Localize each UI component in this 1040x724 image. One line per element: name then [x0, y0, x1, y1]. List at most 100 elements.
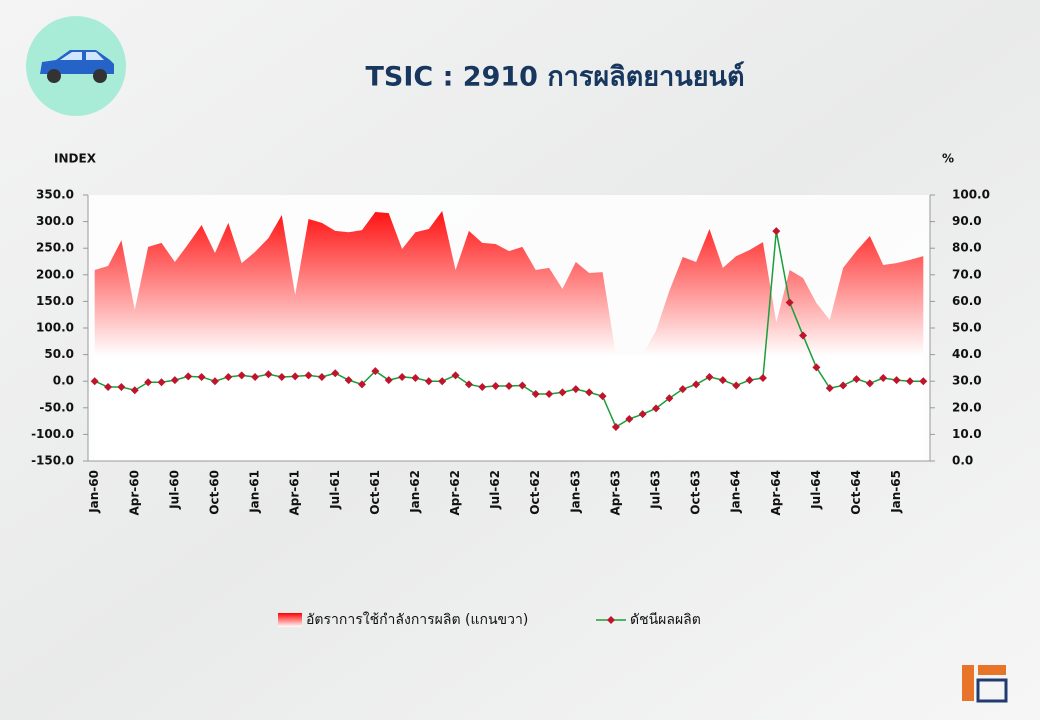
y-tick-label: 0.0 [53, 374, 74, 388]
y-tick-label: 300.0 [36, 214, 74, 228]
marker [879, 374, 888, 383]
marker [518, 381, 527, 390]
marker [197, 372, 206, 381]
marker [130, 386, 139, 395]
marker [799, 331, 808, 340]
marker [491, 381, 500, 390]
x-tick-label: Jul-61 [328, 470, 342, 510]
chart-title: TSIC : 2910 การผลิตยานยนต์ [365, 61, 744, 93]
x-tick-label: Apr-62 [448, 470, 462, 515]
x-tick-label: Jan-61 [248, 470, 262, 514]
marker [331, 369, 340, 378]
marker [144, 378, 153, 387]
x-tick-label: Oct-63 [689, 470, 703, 515]
y2-tick-label: 10.0 [952, 427, 982, 441]
marker [705, 372, 714, 381]
marker [478, 383, 487, 392]
marker [571, 385, 580, 394]
marker [384, 376, 393, 385]
y-axis-label: INDEX [54, 152, 97, 166]
y-tick-label: 50.0 [44, 347, 74, 361]
legend-label: อัตราการใช้กำลังการผลิต (แกนขวา) [306, 611, 528, 628]
legend-marker [607, 616, 615, 624]
x-tick-label: Oct-60 [207, 470, 221, 515]
marker [745, 376, 754, 385]
marker [371, 367, 380, 376]
marker [398, 372, 407, 381]
marker [237, 371, 246, 380]
marker [531, 389, 540, 398]
marker [852, 375, 861, 384]
marker [905, 377, 914, 386]
marker [638, 410, 647, 419]
marker [892, 376, 901, 385]
x-tick-label: Jul-63 [649, 470, 663, 510]
marker [919, 377, 928, 386]
marker [438, 377, 447, 386]
y2-tick-label: 60.0 [952, 294, 982, 308]
marker [598, 392, 607, 401]
marker [758, 374, 767, 383]
marker [585, 388, 594, 397]
marker [665, 394, 674, 403]
y-tick-label: -100.0 [31, 427, 74, 441]
y2-tick-label: 80.0 [952, 241, 982, 255]
y-tick-label: 100.0 [36, 321, 74, 335]
marker [652, 404, 661, 413]
x-tick-label: Jan-65 [889, 470, 903, 514]
x-tick-label: Oct-64 [849, 470, 863, 515]
marker [277, 372, 286, 381]
legend-label: ดัชนีผลผลิต [630, 612, 701, 628]
y-tick-label: 250.0 [36, 241, 74, 255]
marker [545, 389, 554, 398]
marker [839, 381, 848, 390]
y2-axis-label: % [942, 152, 954, 166]
marker [411, 374, 420, 383]
y2-tick-label: 20.0 [952, 400, 982, 414]
y-tick-label: 350.0 [36, 188, 74, 202]
x-tick-label: Jan-64 [729, 470, 743, 514]
x-tick-label: Oct-62 [528, 470, 542, 515]
y2-tick-label: 90.0 [952, 214, 982, 228]
marker [117, 383, 126, 392]
x-tick-label: Apr-60 [127, 470, 141, 515]
x-tick-label: Jul-64 [809, 470, 823, 510]
x-tick-label: Jul-60 [167, 470, 181, 510]
marker [357, 380, 366, 389]
marker [812, 363, 821, 372]
y2-tick-label: 50.0 [952, 321, 982, 335]
marker [210, 377, 219, 386]
car-icon [26, 16, 126, 116]
y2-tick-label: 40.0 [952, 347, 982, 361]
logo [962, 665, 1008, 703]
marker [304, 371, 313, 380]
x-tick-label: Oct-61 [368, 470, 382, 515]
y2-tick-label: 70.0 [952, 267, 982, 281]
marker [505, 381, 513, 390]
marker [317, 372, 326, 381]
marker [344, 376, 353, 385]
y-tick-label: 200.0 [36, 267, 74, 281]
x-tick-label: Jul-62 [488, 470, 502, 510]
marker [611, 422, 620, 431]
y2-tick-label: 30.0 [952, 374, 982, 388]
marker [104, 383, 113, 392]
x-tick-label: Jan-60 [87, 470, 101, 514]
marker [184, 372, 193, 381]
y2-tick-label: 0.0 [952, 454, 973, 468]
x-tick-label: Apr-61 [288, 470, 302, 515]
marker [772, 227, 781, 236]
marker [825, 384, 834, 393]
x-tick-label: Jan-63 [568, 470, 582, 514]
y2-tick-label: 100.0 [952, 188, 990, 202]
marker [718, 376, 727, 385]
marker [464, 380, 473, 389]
marker [558, 388, 567, 397]
marker [865, 379, 874, 388]
marker [251, 372, 260, 381]
marker [291, 372, 300, 381]
marker [692, 380, 701, 389]
marker [625, 414, 634, 423]
y-tick-label: -150.0 [31, 454, 74, 468]
marker [157, 378, 166, 387]
